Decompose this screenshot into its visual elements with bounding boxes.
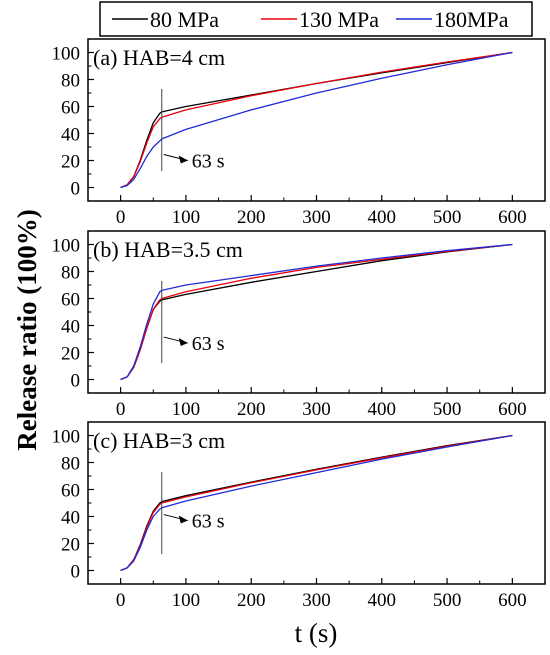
y-tick-label: 0 (71, 179, 81, 200)
x-tick-label: 100 (172, 207, 201, 228)
y-tick-label: 100 (52, 236, 81, 257)
x-tick-label: 300 (302, 399, 331, 420)
y-tick-label: 20 (61, 344, 80, 365)
y-tick-label: 20 (61, 535, 80, 556)
legend-label-130mpa: 130 MPa (299, 7, 379, 32)
annotation-arrow-head (178, 338, 188, 347)
x-tick-label: 0 (116, 207, 126, 228)
y-tick-label: 100 (52, 427, 81, 448)
panel-label: (c) HAB=3 cm (93, 428, 225, 453)
x-tick-label: 600 (498, 399, 527, 420)
y-tick-label: 60 (61, 290, 80, 311)
annotation-arrow-head (178, 515, 188, 524)
x-tick-label: 100 (172, 399, 201, 420)
series-line-180mpa (120, 243, 513, 381)
x-tick-label: 200 (237, 399, 266, 420)
x-tick-label: 0 (116, 399, 126, 420)
legend: 80 MPa 130 MPa 180MPa (99, 1, 533, 37)
y-tick-label: 20 (61, 152, 80, 173)
y-tick-label: 60 (61, 481, 80, 502)
y-tick-label: 80 (61, 454, 80, 475)
y-axis-title: Release ratio (100%) (12, 209, 42, 450)
panel-label: (b) HAB=3.5 cm (93, 237, 243, 262)
series-line-80mpa (120, 51, 513, 189)
x-tick-label: 200 (237, 207, 266, 228)
y-tick-label: 60 (61, 98, 80, 119)
x-tick-label: 500 (433, 207, 462, 228)
panel-2: 0 20 40 60 80 100 0 100 200 300 400 500 600 63 s (b) H… (52, 230, 546, 420)
annotation-63s: 63 s (192, 151, 225, 173)
annotation-63s: 63 s (192, 333, 225, 355)
legend-frame (99, 1, 533, 37)
x-tick-label: 200 (237, 590, 266, 611)
annotation-63s: 63 s (192, 511, 225, 533)
x-tick-label: 500 (433, 590, 462, 611)
annotation-arrow-head (178, 155, 188, 164)
x-axis-title: t (s) (295, 618, 338, 648)
x-tick-label: 400 (368, 399, 397, 420)
x-tick-label: 300 (302, 590, 331, 611)
series-line-130mpa (120, 243, 513, 381)
series-line-180mpa (120, 51, 513, 189)
legend-label-80mpa: 80 MPa (150, 7, 219, 32)
panel-1: 0 20 40 60 80 100 0 100 200 300 400 500 600 63 s (a) H… (52, 38, 546, 228)
y-tick-label: 0 (71, 562, 81, 583)
x-tick-label: 100 (172, 590, 201, 611)
y-tick-label: 80 (61, 263, 80, 284)
panel-3: 0 20 40 60 80 100 0 100 200 300 400 500 600 63 s (c) H… (52, 421, 546, 611)
series-line-130mpa (120, 51, 513, 189)
y-tick-label: 40 (61, 508, 80, 529)
y-tick-label: 40 (61, 317, 80, 338)
x-tick-label: 500 (433, 399, 462, 420)
x-tick-label: 600 (498, 207, 527, 228)
series-line-80mpa (120, 243, 513, 381)
panel-label: (a) HAB=4 cm (93, 45, 225, 70)
x-tick-label: 300 (302, 207, 331, 228)
x-tick-label: 400 (368, 590, 397, 611)
y-tick-label: 80 (61, 71, 80, 92)
y-tick-label: 40 (61, 125, 80, 146)
x-tick-label: 400 (368, 207, 397, 228)
y-tick-label: 100 (52, 44, 81, 65)
x-tick-label: 0 (116, 590, 126, 611)
legend-label-180mpa: 180MPa (434, 7, 509, 32)
series-line-180mpa (120, 434, 513, 572)
y-tick-label: 0 (71, 371, 81, 392)
x-tick-label: 600 (498, 590, 527, 611)
